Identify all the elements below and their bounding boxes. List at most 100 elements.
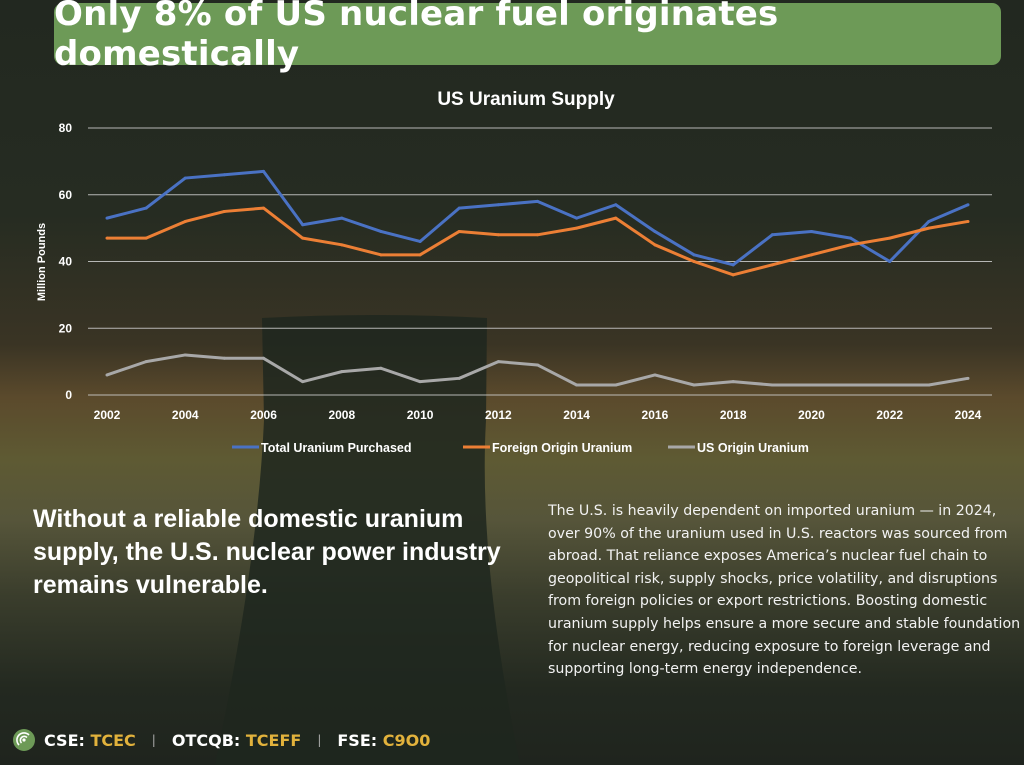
data-point	[770, 383, 774, 387]
data-point	[888, 236, 892, 240]
x-tick-label: 2018	[720, 408, 747, 422]
data-point	[536, 233, 539, 237]
tagline: Without a reliable domestic uranium supp…	[33, 505, 501, 599]
data-point	[301, 380, 305, 384]
legend-label: US Origin Uranium	[697, 441, 809, 455]
series-line-2	[106, 353, 969, 387]
data-point	[731, 273, 735, 277]
data-point	[340, 216, 344, 220]
data-point	[379, 366, 383, 370]
data-point	[653, 373, 657, 377]
data-point	[262, 356, 266, 360]
x-tick-label: 2024	[955, 408, 982, 422]
data-point	[222, 173, 226, 177]
data-point	[144, 206, 148, 210]
data-point	[927, 226, 931, 230]
legend-label: Total Uranium Purchased	[261, 441, 412, 455]
data-point	[809, 229, 813, 233]
data-point	[457, 229, 461, 233]
data-point	[927, 219, 931, 223]
ticker-otcqb: OTCQB: TCEFF	[171, 730, 302, 750]
y-tick-label: 60	[59, 188, 73, 202]
ticker-cse: CSE: TCEC	[44, 730, 136, 750]
headline: Only 8% of US nuclear fuel originates do…	[54, 0, 779, 74]
legend-label: Foreign Origin Uranium	[492, 441, 632, 455]
data-point	[575, 226, 579, 230]
data-point	[966, 219, 970, 223]
data-point	[496, 360, 500, 364]
data-point	[888, 383, 892, 387]
series-line-0	[106, 169, 969, 267]
data-point	[966, 203, 970, 207]
ticker-fse: FSE: C9O0	[337, 730, 431, 750]
data-point	[183, 353, 187, 357]
data-point	[496, 233, 500, 237]
data-point	[105, 236, 109, 240]
data-point	[653, 243, 657, 247]
data-point	[614, 383, 618, 387]
data-point	[809, 383, 813, 387]
x-tick-label: 2004	[172, 408, 199, 422]
data-point	[849, 236, 853, 240]
separator: |	[317, 733, 322, 747]
data-point	[614, 203, 618, 207]
x-tick-label: 2008	[328, 408, 355, 422]
x-tick-label: 2006	[250, 408, 277, 422]
data-point	[301, 223, 305, 227]
x-tick-label: 2016	[642, 408, 669, 422]
x-tick-label: 2020	[798, 408, 825, 422]
data-point	[770, 233, 774, 237]
y-axis-label: Million Pounds	[36, 223, 48, 301]
footer-tickers: CSE: TCEC | OTCQB: TCEFF | FSE: C9O0	[12, 728, 430, 752]
data-point	[731, 380, 735, 384]
data-point	[379, 253, 383, 257]
data-point	[144, 360, 148, 364]
data-point	[614, 216, 618, 220]
headline-banner: Only 8% of US nuclear fuel originates do…	[54, 0, 1001, 74]
x-tick-label: 2014	[563, 408, 590, 422]
data-point	[222, 209, 226, 213]
company-logo-icon	[13, 729, 35, 751]
data-point	[418, 253, 422, 257]
data-point	[888, 260, 892, 263]
data-point	[457, 206, 461, 210]
data-point	[418, 380, 422, 384]
y-tick-label: 20	[59, 321, 73, 335]
body-paragraph: The U.S. is heavily dependent on importe…	[548, 503, 1021, 678]
data-point	[105, 216, 109, 220]
data-point	[809, 253, 813, 257]
data-point	[692, 253, 696, 257]
x-tick-label: 2012	[485, 408, 512, 422]
data-point	[340, 243, 344, 247]
data-point	[849, 383, 853, 387]
data-point	[457, 376, 461, 380]
data-point	[262, 206, 266, 210]
data-point	[105, 373, 109, 377]
data-point	[927, 383, 931, 387]
data-point	[183, 176, 187, 180]
x-tick-label: 2022	[876, 408, 903, 422]
data-point	[575, 216, 579, 220]
x-tick-label: 2010	[407, 408, 434, 422]
x-tick-label: 2002	[94, 408, 121, 422]
data-point	[536, 363, 539, 367]
data-point	[536, 199, 539, 203]
data-point	[144, 236, 148, 240]
data-point	[966, 376, 970, 380]
y-tick-label: 40	[59, 255, 73, 269]
separator: |	[151, 733, 156, 747]
data-point	[222, 356, 226, 360]
uranium-supply-chart: US Uranium Supply Million Pounds 0 20 40 60…	[36, 89, 992, 455]
data-point	[653, 229, 657, 233]
data-point	[770, 263, 774, 267]
data-point	[418, 239, 422, 243]
data-point	[849, 243, 853, 247]
data-point	[496, 203, 500, 207]
data-point	[379, 229, 383, 233]
chart-title: US Uranium Supply	[437, 89, 615, 110]
data-point	[692, 383, 696, 387]
y-tick-label: 80	[59, 121, 73, 135]
data-point	[731, 263, 735, 267]
series-line-1	[107, 206, 969, 277]
